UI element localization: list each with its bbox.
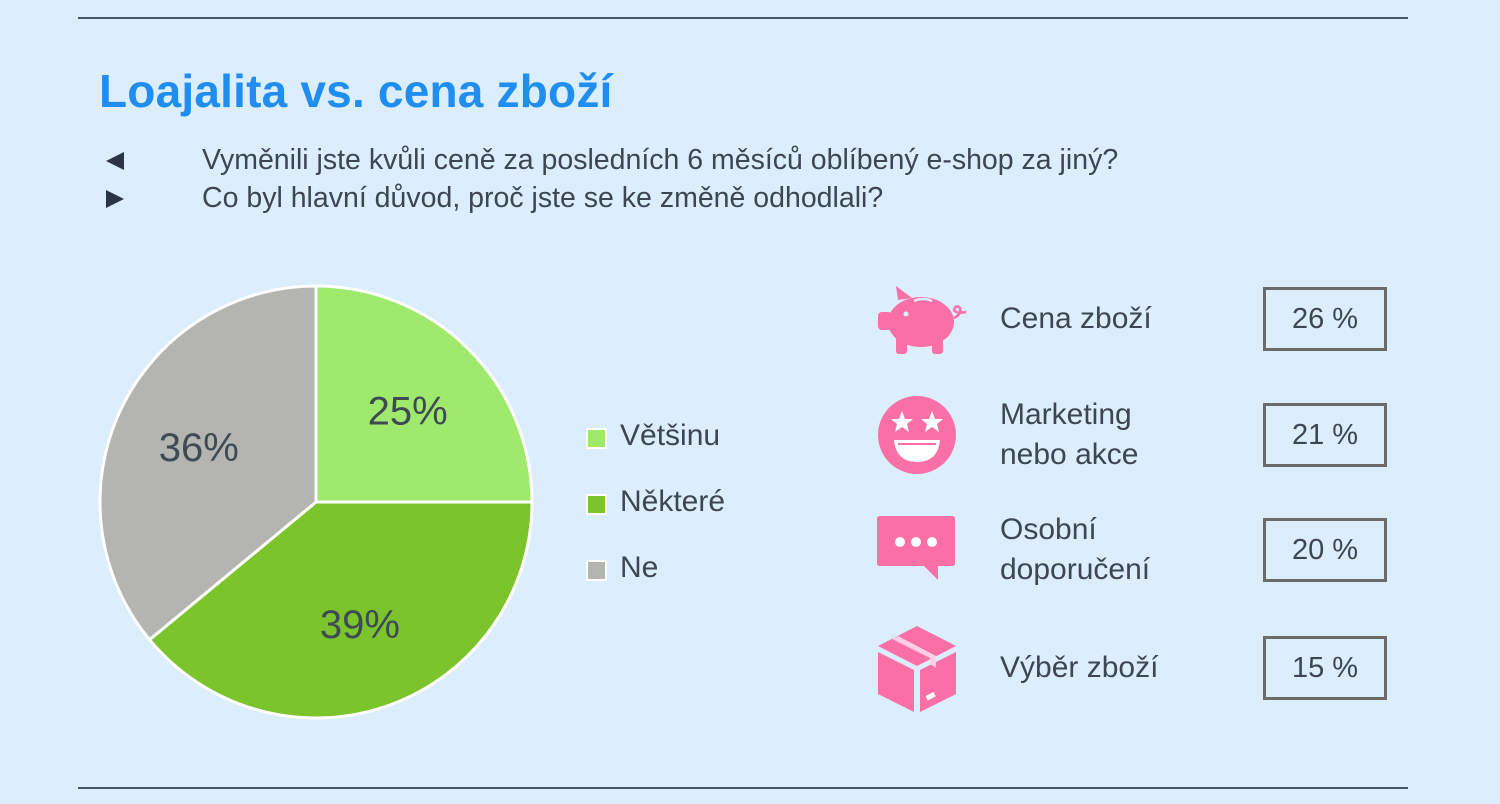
reason-label-doporuceni-line2: doporučení	[1000, 553, 1151, 586]
reason-label-vyber: Výběr zboží	[1000, 648, 1158, 688]
slice-vetsinu	[314, 284, 534, 504]
right-triangle-icon	[106, 190, 124, 208]
slice-nektere-label: 39%	[320, 603, 400, 647]
bottom-divider	[78, 787, 1408, 789]
question-1-text: Vyměnili jste kvůli ceně za posledních 6…	[202, 144, 1119, 176]
legend-swatch-vetsinu	[586, 428, 607, 449]
slice-ne	[98, 284, 318, 642]
chat-bubble-icon	[877, 516, 955, 580]
reason-label-vyber-line1: Výběr zboží	[1000, 651, 1159, 684]
reason-value-vyber: 15 %	[1263, 636, 1387, 700]
page-title: Loajalita vs. cena zboží	[99, 65, 613, 117]
legend-label-ne: Ne	[620, 551, 659, 584]
reason-label-cena-line1: Cena zboží	[1000, 302, 1152, 335]
top-divider	[78, 17, 1408, 19]
reason-value-cena: 26 %	[1263, 287, 1387, 351]
package-box-icon	[878, 626, 956, 712]
star-eyes-face-icon	[878, 396, 956, 474]
reason-label-doporuceni: Osobní doporučení	[1000, 510, 1150, 590]
legend-swatch-ne	[586, 560, 607, 581]
question-2-text: Co byl hlavní důvod, proč jste se ke změ…	[202, 182, 884, 214]
reason-value-marketing: 21 %	[1263, 403, 1387, 467]
slice-nektere	[148, 500, 534, 720]
reason-label-marketing: Marketing nebo akce	[1000, 395, 1138, 475]
reason-label-marketing-line1: Marketing	[1000, 398, 1132, 431]
legend-label-nektere: Některé	[620, 485, 726, 518]
pie-chart: 25% 39% 36%	[98, 284, 534, 720]
reason-value-doporuceni: 20 %	[1263, 518, 1387, 582]
legend-label-vetsinu: Většinu	[620, 419, 721, 452]
reason-label-marketing-line2: nebo akce	[1000, 438, 1139, 471]
slice-vetsinu-label: 25%	[368, 389, 448, 433]
piggy-bank-icon	[878, 286, 967, 354]
reason-label-doporuceni-line1: Osobní	[1000, 513, 1097, 546]
left-triangle-icon	[106, 152, 124, 170]
legend-swatch-nektere	[586, 494, 607, 515]
reason-label-cena: Cena zboží	[1000, 299, 1152, 339]
slice-ne-label: 36%	[159, 426, 239, 470]
